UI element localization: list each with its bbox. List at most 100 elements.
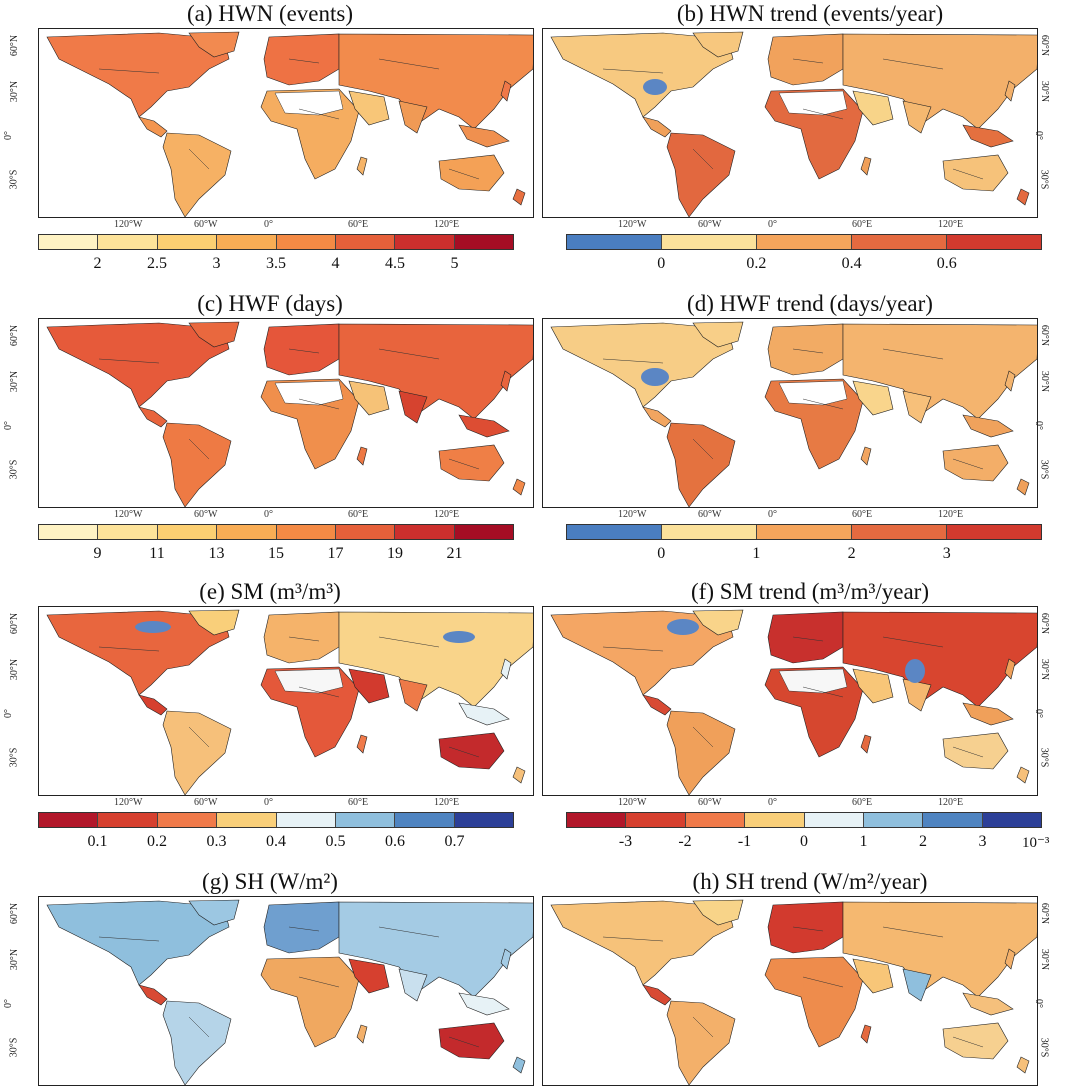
land-sa: [666, 710, 736, 795]
colorbar-bin: [947, 525, 1041, 539]
land-india: [398, 390, 428, 424]
land-sa: [162, 132, 232, 217]
lat-label: 30°S: [8, 169, 20, 190]
land-nz: [512, 1056, 526, 1074]
land-greenland: [692, 31, 744, 58]
land-eu: [263, 33, 340, 86]
land-sea: [962, 992, 1014, 1016]
country-border: [882, 348, 944, 360]
lat-label: 0°: [1033, 421, 1044, 430]
sahara-region: [778, 90, 848, 116]
lat-label: 60°N: [9, 324, 21, 347]
land-ca: [642, 116, 672, 138]
land-japan: [1004, 80, 1016, 102]
panel-b: (b) HWN trend (events/year) 60°N 30°N 0° 30°…: [540, 0, 1080, 288]
lon-label: 0°: [768, 219, 777, 230]
colorbar-bin: [923, 813, 983, 827]
lon-label: 120°W: [114, 797, 143, 808]
land-greenland: [188, 31, 240, 58]
colorbar-tick: -3: [618, 833, 633, 850]
land-aus: [942, 444, 1009, 482]
world-map: [38, 606, 534, 796]
lon-label: 120°W: [618, 509, 647, 520]
panel-title: (b) HWN trend (events/year): [676, 1, 944, 26]
colorbar-bin: [852, 525, 947, 539]
lon-label: 120°E: [434, 509, 460, 520]
lon-label: 0°: [264, 797, 273, 808]
land-arab: [348, 958, 390, 994]
panel-title: (c) HWF (days): [197, 291, 343, 316]
panel-f: (f) SM trend (m³/m³/year) 60°N 30°N 0° 30°S 1…: [540, 578, 1080, 866]
land-sa: [666, 1000, 736, 1085]
colorbar-tick: 0.3: [206, 833, 227, 850]
country-border: [98, 68, 160, 74]
world-map: [542, 318, 1038, 508]
sahara-region: [778, 380, 848, 406]
land-eu: [263, 901, 340, 954]
land-sea: [962, 702, 1014, 726]
land-ca: [138, 116, 168, 138]
colorbar-bin: [757, 235, 852, 249]
land-greenland: [692, 609, 744, 636]
land-asia: [842, 323, 1037, 420]
colorbar-tick: 9: [93, 545, 102, 562]
lat-label: 0°: [3, 421, 14, 430]
land-nz: [1016, 478, 1030, 496]
country-border: [692, 438, 714, 460]
land-na: [46, 322, 230, 408]
lat-label: 30°N: [9, 948, 21, 971]
colorbar-bin: [567, 813, 627, 827]
world-map: [542, 28, 1038, 218]
lon-label: 120°W: [618, 797, 647, 808]
lon-label: 60°E: [348, 219, 369, 230]
land-sa: [162, 422, 232, 507]
country-border: [448, 458, 480, 470]
land-aus: [438, 732, 505, 770]
country-border: [802, 108, 844, 120]
land-greenland: [692, 321, 744, 348]
lon-label: 60°W: [194, 797, 218, 808]
colorbar: [566, 524, 1042, 540]
country-border: [378, 58, 440, 70]
land-india: [398, 100, 428, 134]
country-border: [188, 726, 210, 748]
colorbar-tick: 0: [800, 833, 808, 850]
lat-label: 30°S: [1038, 459, 1050, 480]
colorbar-bin: [276, 525, 336, 539]
land-sea: [962, 124, 1014, 148]
lon-label: 60°W: [698, 797, 722, 808]
land-nz: [1016, 1056, 1030, 1074]
colorbar: [38, 524, 514, 540]
blue-patch: [905, 659, 925, 683]
blue-patch: [641, 368, 669, 386]
country-border: [288, 58, 320, 64]
land-nz: [1016, 188, 1030, 206]
land-na: [46, 900, 230, 986]
country-border: [378, 348, 440, 360]
land-arab: [852, 958, 894, 994]
land-aus: [942, 1022, 1009, 1060]
colorbar-tick: 17: [327, 545, 344, 562]
lon-label: 60°E: [348, 509, 369, 520]
land-japan: [1004, 370, 1016, 392]
colorbar-bin: [39, 525, 99, 539]
world-map: [38, 318, 534, 508]
country-border: [792, 926, 824, 932]
lat-label: 60°N: [9, 34, 21, 57]
colorbar: [566, 812, 1042, 828]
colorbar-tick: -2: [678, 833, 692, 850]
panel-title: (f) SM trend (m³/m³/year): [691, 579, 929, 604]
country-border: [288, 348, 320, 354]
country-border: [98, 358, 160, 364]
colorbar-tick: 0.4: [266, 833, 286, 850]
world-map: [38, 28, 534, 218]
lon-label: 120°E: [434, 797, 460, 808]
colorbar-bin: [157, 525, 218, 539]
colorbar-bin: [395, 813, 455, 827]
lat-label: 30°S: [1038, 747, 1050, 768]
country-border: [188, 1016, 210, 1038]
lon-label: 120°W: [114, 219, 143, 230]
colorbar-bin: [157, 235, 218, 249]
land-ca: [138, 406, 168, 428]
country-border: [188, 148, 210, 170]
